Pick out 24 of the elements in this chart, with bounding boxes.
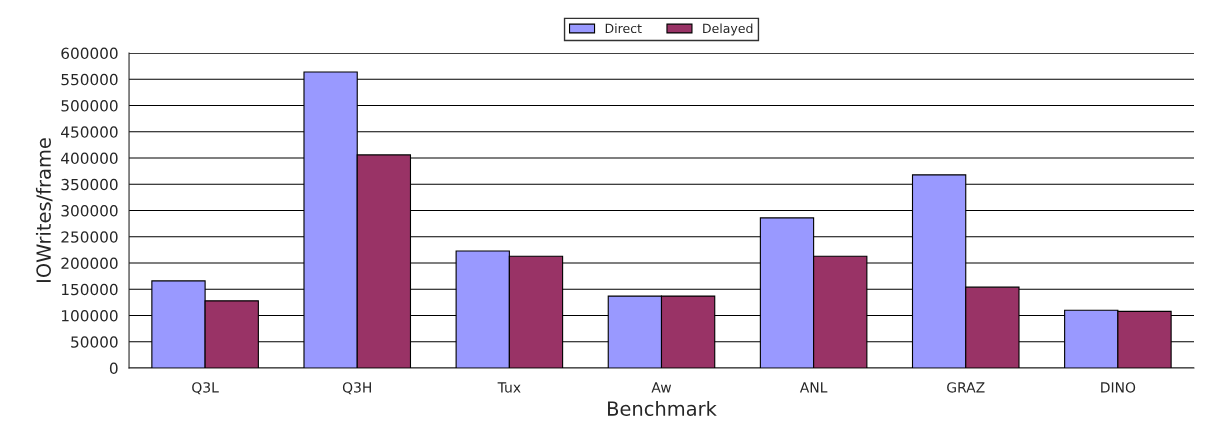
- y-tick-label: 0: [109, 362, 118, 375]
- y-tick-label: 50000: [71, 336, 118, 348]
- y-tick-label: 150000: [61, 283, 118, 296]
- y-tick-label: 550000: [61, 73, 118, 86]
- y-tick-label: 500000: [61, 100, 118, 112]
- x-tick-label: ANL: [799, 382, 828, 393]
- y-tick-label: 300000: [61, 205, 118, 217]
- y-tick-label: 450000: [61, 126, 118, 138]
- legend-label: Direct: [605, 23, 642, 34]
- x-tick-label: Aw: [651, 382, 672, 393]
- legend-label: Delayed: [703, 23, 753, 36]
- y-tick-label: 250000: [61, 231, 118, 243]
- y-axis-title: IOWrites/frame: [35, 138, 53, 282]
- x-tick-label: DINO: [1101, 382, 1136, 393]
- y-tick-label: 100000: [61, 309, 118, 322]
- x-axis-title: Benchmark: [608, 400, 717, 416]
- x-tick-label: GRAZ: [947, 382, 985, 393]
- x-tick-label: Tux: [497, 382, 521, 393]
- y-tick-label: 600000: [61, 47, 118, 60]
- y-tick-label: 200000: [61, 257, 118, 270]
- y-tick-label: 400000: [61, 152, 118, 165]
- x-tick-label: Q3H: [342, 382, 371, 395]
- y-tick-label: 350000: [61, 178, 118, 191]
- x-tick-label: Q3L: [192, 382, 219, 395]
